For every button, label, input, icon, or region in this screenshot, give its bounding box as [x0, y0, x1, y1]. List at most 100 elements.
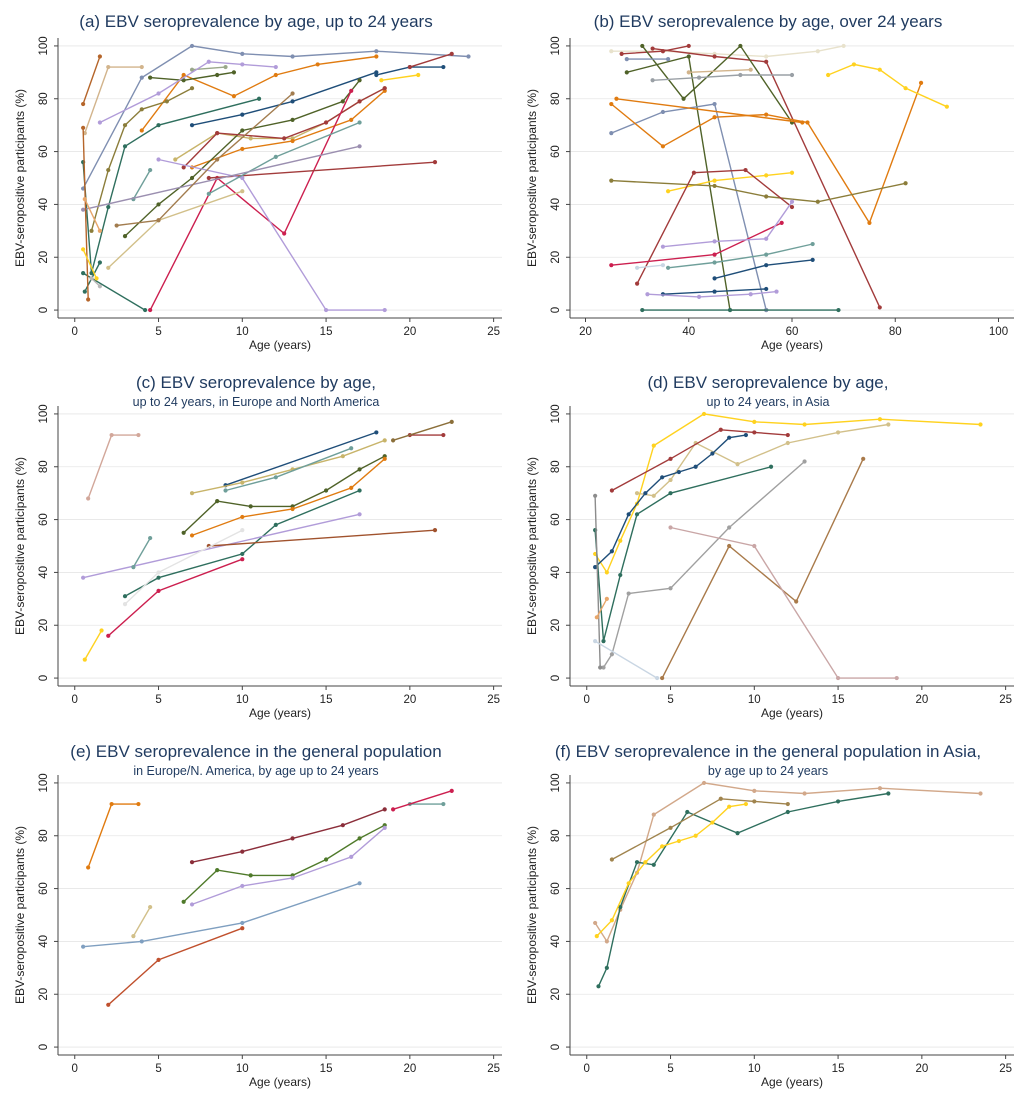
data-point — [189, 491, 195, 496]
data-point — [81, 944, 86, 949]
data-point — [357, 144, 362, 149]
data-point — [148, 167, 153, 173]
series-line-10 — [594, 640, 658, 679]
data-point — [290, 138, 295, 144]
data-point — [248, 136, 253, 141]
data-point — [718, 427, 723, 432]
data-point — [802, 459, 807, 464]
y-tick-label: 0 — [550, 675, 562, 681]
x-tick-label: 5 — [155, 1063, 161, 1075]
data-point — [712, 183, 717, 189]
data-point — [240, 112, 245, 117]
data-point — [944, 104, 949, 109]
data-point — [660, 244, 666, 249]
series-line-4 — [626, 55, 767, 311]
data-point — [619, 51, 624, 56]
y-tick-label: 20 — [550, 988, 562, 1001]
x-tick-label: 5 — [155, 694, 161, 706]
data-point — [634, 512, 640, 517]
data-point — [676, 469, 682, 475]
data-point — [432, 528, 438, 533]
data-point — [357, 467, 362, 472]
data-point — [357, 512, 362, 517]
x-tick-label: 15 — [320, 1063, 333, 1075]
y-tick-label: 80 — [550, 92, 562, 105]
data-point — [802, 791, 807, 796]
data-point — [189, 43, 195, 49]
data-point — [624, 70, 629, 75]
data-point — [290, 99, 295, 104]
data-point — [727, 435, 732, 440]
x-axis-label: Age (years) — [249, 338, 311, 352]
data-point — [189, 533, 195, 538]
data-point — [696, 294, 702, 299]
data-point — [593, 493, 598, 498]
series-group — [593, 411, 983, 681]
data-point — [215, 130, 220, 136]
data-point — [668, 456, 673, 461]
data-point — [727, 804, 732, 809]
data-point — [81, 575, 86, 580]
data-point — [764, 194, 769, 199]
y-tick-label: 0 — [550, 307, 562, 313]
y-tick-label: 100 — [550, 404, 562, 423]
data-point — [835, 799, 841, 804]
series-line-3 — [611, 798, 788, 861]
series-line-5 — [150, 71, 235, 82]
data-point — [752, 430, 757, 435]
data-point — [106, 633, 111, 638]
series-line-8 — [670, 526, 897, 679]
data-point — [815, 49, 820, 54]
chart-title: (a) EBV seroprevalence by age, up to 24 … — [79, 12, 432, 31]
series-line-14 — [124, 529, 243, 605]
data-point — [593, 638, 598, 644]
data-point — [785, 440, 790, 446]
chart-panel-b: (b) EBV seroprevalence by age, over 24 y… — [512, 0, 1024, 368]
data-point — [441, 64, 446, 70]
series-line-21 — [208, 121, 360, 195]
data-point — [743, 801, 749, 807]
data-point — [131, 934, 136, 939]
series-line-10 — [82, 98, 260, 274]
data-point — [764, 236, 769, 241]
data-point — [712, 252, 717, 257]
data-point — [693, 833, 698, 838]
data-point — [686, 70, 691, 75]
data-point — [173, 157, 178, 162]
chart-subtitle: up to 24 years, in Europe and North Amer… — [133, 395, 380, 409]
y-axis-label: EBV-seropositive participants (%) — [13, 457, 27, 635]
data-point — [81, 207, 86, 212]
data-point — [122, 234, 128, 239]
chart-panel-e: (e) EBV seroprevalence in the general po… — [0, 737, 512, 1105]
data-point — [634, 491, 640, 496]
data-point — [668, 477, 673, 483]
data-point — [240, 920, 245, 926]
series-group — [81, 419, 454, 662]
data-point — [743, 167, 748, 173]
data-point — [290, 91, 295, 96]
y-tick-label: 0 — [550, 1044, 562, 1050]
y-tick-label: 100 — [38, 36, 50, 55]
data-point — [323, 857, 329, 862]
data-point — [651, 862, 656, 867]
data-point — [815, 199, 820, 204]
data-point — [601, 638, 606, 644]
data-point — [826, 72, 831, 78]
series-line-1 — [594, 413, 981, 574]
data-point — [651, 443, 656, 448]
data-point — [660, 844, 665, 849]
x-tick-label: 10 — [236, 326, 249, 338]
data-point — [655, 675, 660, 681]
data-point — [81, 101, 86, 107]
data-point — [660, 675, 665, 681]
series-line-18 — [208, 161, 436, 179]
data-point — [779, 220, 784, 226]
x-tick-label: 20 — [403, 326, 416, 338]
y-tick-label: 100 — [38, 773, 50, 792]
data-point — [323, 307, 329, 313]
series-line-2 — [636, 423, 889, 497]
data-point — [738, 43, 743, 49]
data-point — [139, 107, 144, 112]
series-line-2 — [141, 55, 377, 131]
data-point — [349, 446, 354, 451]
